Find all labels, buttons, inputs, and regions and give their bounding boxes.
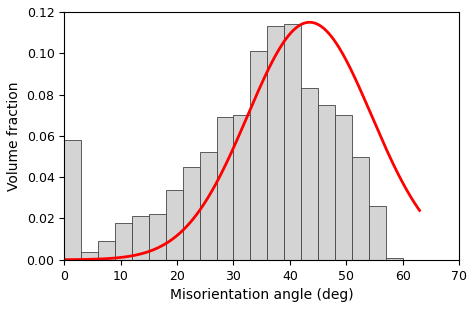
Y-axis label: Volume fraction: Volume fraction: [7, 81, 21, 191]
Bar: [352, 157, 369, 260]
Bar: [115, 222, 132, 260]
Bar: [64, 140, 81, 260]
Bar: [132, 216, 149, 260]
Bar: [335, 115, 352, 260]
Bar: [98, 241, 115, 260]
Bar: [284, 24, 301, 260]
Bar: [369, 206, 386, 260]
Bar: [233, 115, 250, 260]
Bar: [386, 258, 402, 260]
Bar: [149, 214, 166, 260]
Bar: [250, 51, 267, 260]
Bar: [217, 117, 233, 260]
Bar: [81, 252, 98, 260]
Bar: [318, 105, 335, 260]
Bar: [200, 152, 217, 260]
Bar: [182, 167, 200, 260]
Bar: [166, 189, 182, 260]
Bar: [301, 88, 318, 260]
X-axis label: Misorientation angle (deg): Misorientation angle (deg): [170, 288, 354, 302]
Bar: [267, 26, 284, 260]
